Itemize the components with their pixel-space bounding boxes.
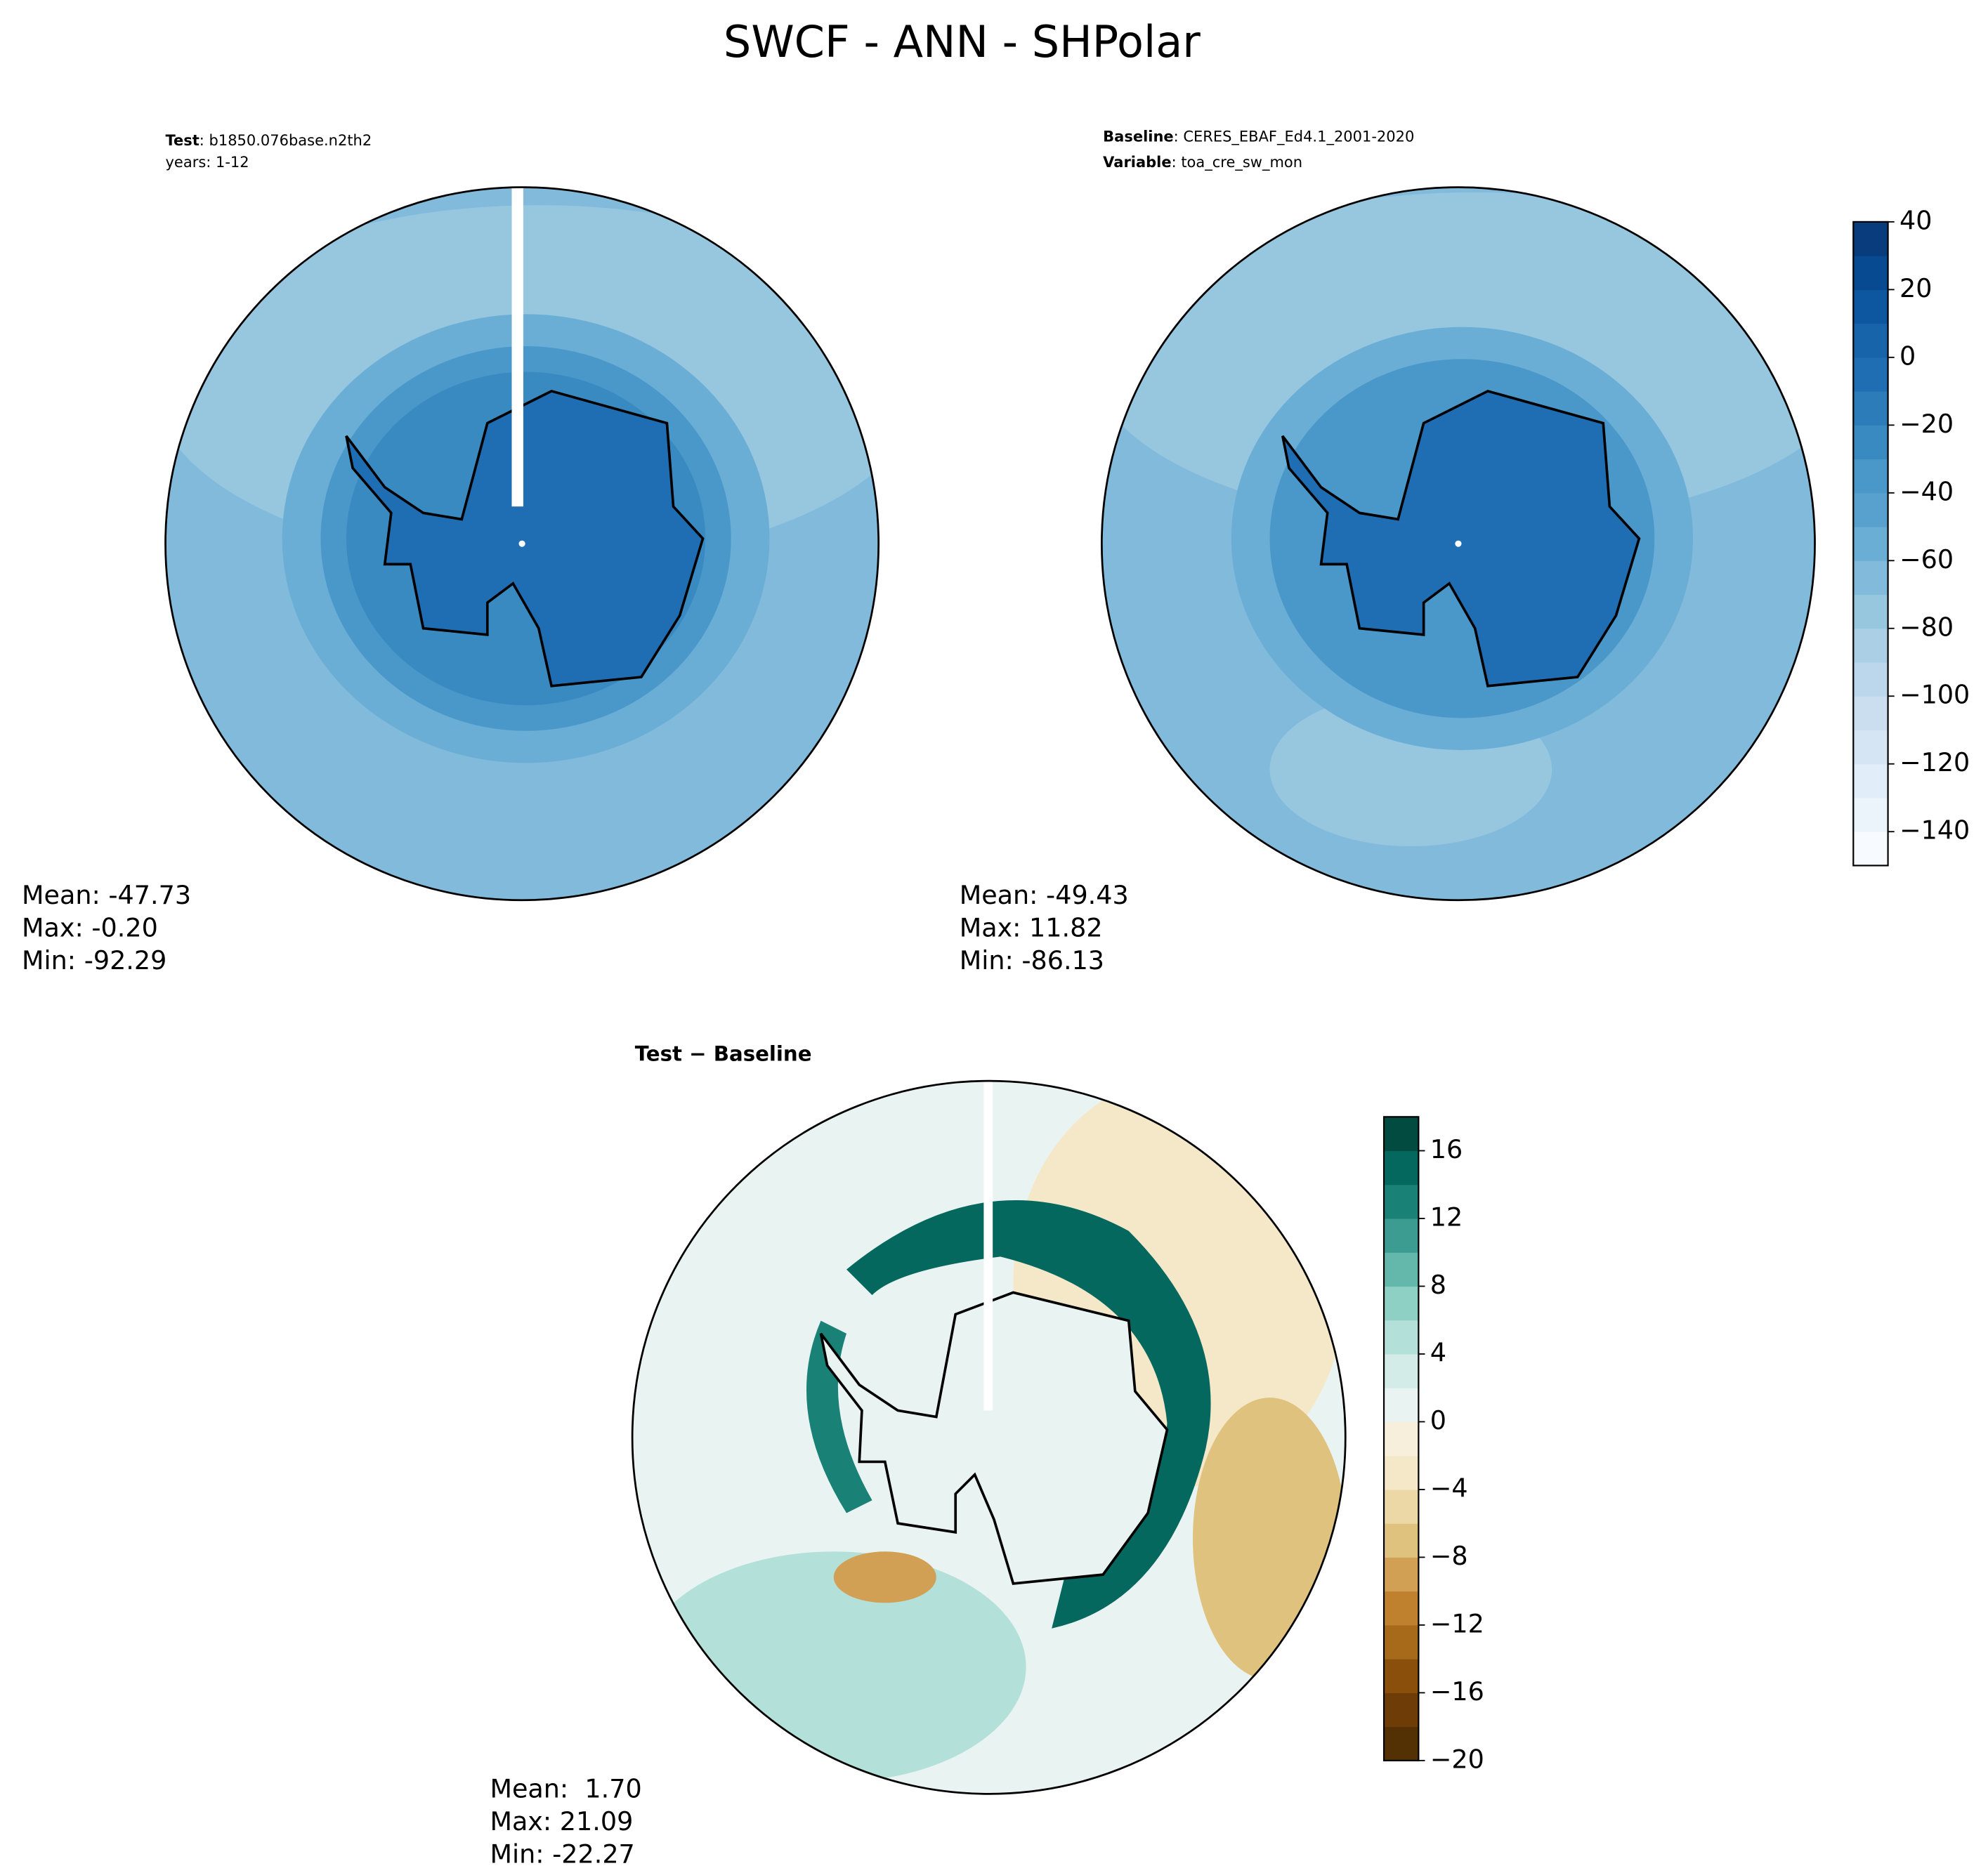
colorbar-level <box>1853 289 1888 324</box>
colorbar-level <box>1384 1421 1419 1457</box>
colorbar-level <box>1384 1184 1419 1219</box>
colorbar-frame <box>1852 221 1889 867</box>
colorbar-level <box>1384 1388 1419 1423</box>
stat-text: Max: 21.09 <box>490 1806 633 1836</box>
colorbar-level <box>1384 1693 1419 1728</box>
label-value: : CERES_EBAF_Ed4.1_2001-2020 <box>1174 128 1415 145</box>
colorbar-level <box>1853 459 1888 494</box>
stat-text: Mean: -49.43 <box>960 880 1129 910</box>
map-border <box>631 1079 1347 1795</box>
colorbar-level <box>1384 1726 1419 1761</box>
colorbar-level <box>1384 1117 1419 1152</box>
colorbar-tick-label: −12 <box>1430 1608 1484 1638</box>
colorbar-level <box>1853 425 1888 460</box>
colorbar-level <box>1853 221 1888 256</box>
panel-label: Test: b1850.076base.n2th2 <box>166 132 372 149</box>
colorbar-tick-label: −20 <box>1430 1744 1484 1774</box>
label-key: Test <box>166 132 200 149</box>
colorbar-level <box>1853 391 1888 426</box>
colorbar-tick-label: −60 <box>1899 544 1954 574</box>
colorbar-tick-label: −4 <box>1430 1473 1468 1503</box>
colorbar-level <box>1384 1455 1419 1490</box>
stat-text: Min: -86.13 <box>960 945 1104 975</box>
colorbar-level <box>1384 1591 1419 1626</box>
colorbar-level <box>1853 527 1888 561</box>
colorbar-level <box>1384 1286 1419 1321</box>
panel-label: Baseline: CERES_EBAF_Ed4.1_2001-2020 <box>1103 128 1414 145</box>
colorbar-level <box>1853 492 1888 527</box>
panel-sublabel: years: 1-12 <box>166 154 249 171</box>
colorbar-tick-label: 0 <box>1430 1405 1446 1435</box>
colorbar-level <box>1853 662 1888 697</box>
colorbar-tick-label: −40 <box>1899 476 1954 506</box>
colorbar-frame <box>1382 1116 1420 1761</box>
panel-sublabel: Variable: toa_cre_sw_mon <box>1103 154 1302 171</box>
colorbar-tick-label: 0 <box>1899 341 1916 371</box>
label-key: Baseline <box>1103 128 1173 145</box>
colorbar-level <box>1384 1320 1419 1355</box>
stat-text: Mean: -47.73 <box>22 880 191 910</box>
colorbar-level <box>1853 628 1888 663</box>
colorbar-level <box>1853 696 1888 731</box>
stat-text: Mean: 1.70 <box>490 1773 641 1803</box>
map-test <box>165 187 879 900</box>
map-border <box>1100 186 1816 902</box>
colorbar-level <box>1853 323 1888 358</box>
label-key: Test − Baseline <box>635 1042 812 1066</box>
colorbar-tick-label: 40 <box>1899 205 1932 235</box>
colorbar-level <box>1384 1353 1419 1388</box>
stat-text: Max: 11.82 <box>960 912 1103 942</box>
map-baseline <box>1101 187 1815 900</box>
colorbar-level <box>1384 1659 1419 1693</box>
label-value: : toa_cre_sw_mon <box>1172 154 1302 171</box>
stat-text: Max: -0.20 <box>22 912 158 942</box>
colorbar-level <box>1384 1218 1419 1253</box>
colorbar-tick-label: −16 <box>1430 1676 1484 1707</box>
colorbar-tick-label: −100 <box>1899 680 1970 710</box>
colorbar-tick-label: 4 <box>1430 1337 1446 1367</box>
map-border <box>164 186 880 902</box>
colorbar-tick-label: −20 <box>1899 409 1954 439</box>
colorbar-level <box>1853 560 1888 596</box>
colorbar-tick-label: −120 <box>1899 747 1970 777</box>
colorbar-level <box>1384 1150 1419 1185</box>
label-key: Variable <box>1103 154 1171 171</box>
colorbar-level <box>1384 1557 1419 1592</box>
colorbar-level <box>1853 730 1888 765</box>
colorbar-tick-label: −80 <box>1899 612 1954 642</box>
label-value: : b1850.076base.n2th2 <box>200 132 372 149</box>
stat-text: Min: -22.27 <box>490 1839 634 1869</box>
colorbar-tick-label: 12 <box>1430 1202 1463 1233</box>
colorbar-level <box>1384 1523 1419 1558</box>
colorbar-level <box>1853 832 1888 866</box>
colorbar-level <box>1853 594 1888 629</box>
colorbar-tick-label: 20 <box>1899 273 1932 303</box>
colorbar-tick-label: −8 <box>1430 1541 1468 1571</box>
figure-title: SWCF - ANN - SHPolar <box>724 16 1201 67</box>
colorbar-level <box>1384 1489 1419 1524</box>
colorbar-level <box>1384 1624 1419 1660</box>
colorbar-level <box>1384 1252 1419 1287</box>
colorbar-level <box>1853 797 1888 832</box>
colorbar-tick-label: 8 <box>1430 1270 1446 1300</box>
stat-text: Min: -92.29 <box>22 945 166 975</box>
colorbar-level <box>1853 256 1888 290</box>
colorbar-level <box>1853 357 1888 392</box>
colorbar-tick-label: −140 <box>1899 815 1970 846</box>
colorbar-tick-label: 16 <box>1430 1134 1463 1164</box>
panel-label: Test − Baseline <box>635 1042 812 1066</box>
colorbar-level <box>1853 763 1888 799</box>
